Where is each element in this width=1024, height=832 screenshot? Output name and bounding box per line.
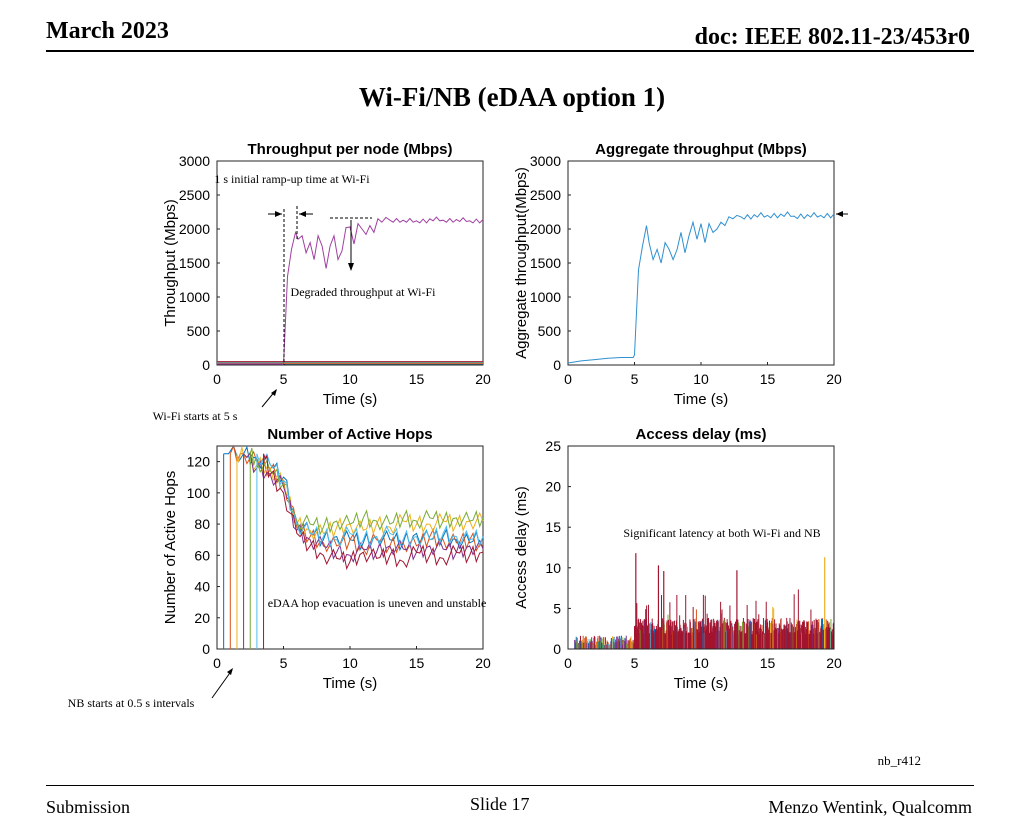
y-tick-label: 80 xyxy=(194,516,210,532)
x-tick-label: 20 xyxy=(475,371,491,387)
y-tick-label: 3000 xyxy=(530,153,561,169)
annotation-latency: Significant latency at both Wi-Fi and NB xyxy=(623,526,820,540)
series-line-wifi xyxy=(217,216,484,366)
x-tick-label: 15 xyxy=(760,371,776,387)
y-tick-label: 2500 xyxy=(179,187,210,203)
x-tick-label: 0 xyxy=(564,655,572,671)
y-tick-label: 1500 xyxy=(530,255,561,271)
x-tick-label: 10 xyxy=(342,371,358,387)
y-tick-label: 500 xyxy=(538,323,562,339)
y-tick-label: 120 xyxy=(187,454,211,470)
x-axis-label: Time (s) xyxy=(323,391,377,408)
y-tick-label: 10 xyxy=(545,560,561,576)
y-tick-label: 60 xyxy=(194,547,210,563)
plot-frame xyxy=(216,445,484,650)
y-tick-label: 0 xyxy=(202,357,210,373)
x-tick-label: 5 xyxy=(631,371,639,387)
y-tick-label: 25 xyxy=(545,438,561,454)
y-tick-label: 2500 xyxy=(530,187,561,203)
y-tick-label: 3000 xyxy=(179,153,210,169)
series-line-hops xyxy=(236,447,484,541)
x-tick-label: 10 xyxy=(342,655,358,671)
y-tick-label: 15 xyxy=(545,519,561,535)
x-tick-label: 20 xyxy=(826,371,842,387)
x-tick-label: 5 xyxy=(631,655,639,671)
x-tick-label: 5 xyxy=(280,655,288,671)
y-tick-label: 100 xyxy=(187,485,211,501)
y-tick-label: 1000 xyxy=(179,289,210,305)
plot-title: Access delay (ms) xyxy=(636,426,767,443)
y-tick-label: 5 xyxy=(553,600,561,616)
footer-author: Menzo Wentink, Qualcomm xyxy=(768,797,972,817)
plot-frame-overlay xyxy=(567,445,835,650)
annotation-hop-evacuation: eDAA hop evacuation is uneven and unstab… xyxy=(268,596,487,610)
annotation-arrows xyxy=(211,206,848,699)
y-tick-label: 20 xyxy=(194,610,210,626)
slide-code: nb_r412 xyxy=(877,753,921,768)
header-date: March 2023 xyxy=(46,18,169,44)
y-tick-label: 40 xyxy=(194,579,210,595)
x-tick-label: 0 xyxy=(564,371,572,387)
y-axis-label: Access delay (ms) xyxy=(513,486,530,609)
header-doc: doc: IEEE 802.11-23/453r0 xyxy=(694,24,970,50)
y-tick-label: 1500 xyxy=(179,255,210,271)
plot-title: Throughput per node (Mbps) xyxy=(248,141,453,158)
plot-throughput-per-node: 0 5 10 15 20 0 500 1000 1500 2000 2500 3000 Throughp… xyxy=(162,141,491,408)
series-line-hops xyxy=(263,453,484,571)
annotation-ramp-up: 1 s initial ramp-up time at Wi-Fi xyxy=(214,172,370,186)
footer-submission: Submission xyxy=(46,797,131,817)
note-nb-start: NB starts at 0.5 s intervals xyxy=(68,696,195,710)
y-tick-label: 1000 xyxy=(530,289,561,305)
x-tick-label: 10 xyxy=(693,371,709,387)
arrow-heads xyxy=(227,211,843,675)
footer-slide-number: Slide 17 xyxy=(470,794,530,814)
series-line-aggregate xyxy=(567,211,835,364)
y-axis-label: Throughput (Mbps) xyxy=(162,199,179,327)
series-line-hops xyxy=(243,451,484,564)
plot-aggregate-throughput: 0 5 10 15 20050010001500200025003000Aggregat… xyxy=(513,141,842,408)
x-tick-label: 15 xyxy=(760,655,776,671)
y-axis-label: Aggregate throughput(Mbps) xyxy=(513,167,530,359)
y-tick-label: 2000 xyxy=(530,221,561,237)
note-wifi-start: Wi-Fi starts at 5 s xyxy=(153,409,238,423)
y-tick-label: 500 xyxy=(187,323,211,339)
plot-frame xyxy=(567,160,835,366)
y-tick-label: 2000 xyxy=(179,221,210,237)
x-axis-label: Time (s) xyxy=(323,675,377,692)
x-tick-label: 20 xyxy=(826,655,842,671)
x-tick-label: 20 xyxy=(475,655,491,671)
plot-active-hops: 0 5 10 15 20 0 20 40 60 80 100 120 Number of Active … xyxy=(162,426,491,692)
x-axis-label: Time (s) xyxy=(674,391,728,408)
x-tick-label: 15 xyxy=(409,371,425,387)
y-tick-label: 0 xyxy=(202,641,210,657)
x-tick-label: 0 xyxy=(213,655,221,671)
series-line-hops xyxy=(249,447,484,536)
x-tick-label: 15 xyxy=(409,655,425,671)
x-tick-label: 10 xyxy=(693,655,709,671)
slide-title: Wi-Fi/NB (eDAA option 1) xyxy=(358,82,666,112)
plot-access-delay: 0 5 10 15 20 0 5 10 15 20 25 Access delay (ms) Time … xyxy=(513,426,842,692)
annotation-degraded: Degraded throughput at Wi-Fi xyxy=(291,285,437,299)
plot-title: Number of Active Hops xyxy=(267,426,432,443)
header-rule xyxy=(46,50,974,52)
footer-rule xyxy=(46,785,974,786)
y-tick-label: 20 xyxy=(545,479,561,495)
series-line-hops xyxy=(256,453,484,548)
plot-title: Aggregate throughput (Mbps) xyxy=(595,141,807,158)
y-tick-label: 0 xyxy=(553,641,561,657)
y-axis-label: Number of Active Hops xyxy=(162,471,179,624)
x-tick-label: 0 xyxy=(213,371,221,387)
x-axis-label: Time (s) xyxy=(674,675,728,692)
y-tick-label: 0 xyxy=(553,357,561,373)
x-tick-label: 5 xyxy=(280,371,288,387)
plot-frame xyxy=(567,445,835,650)
